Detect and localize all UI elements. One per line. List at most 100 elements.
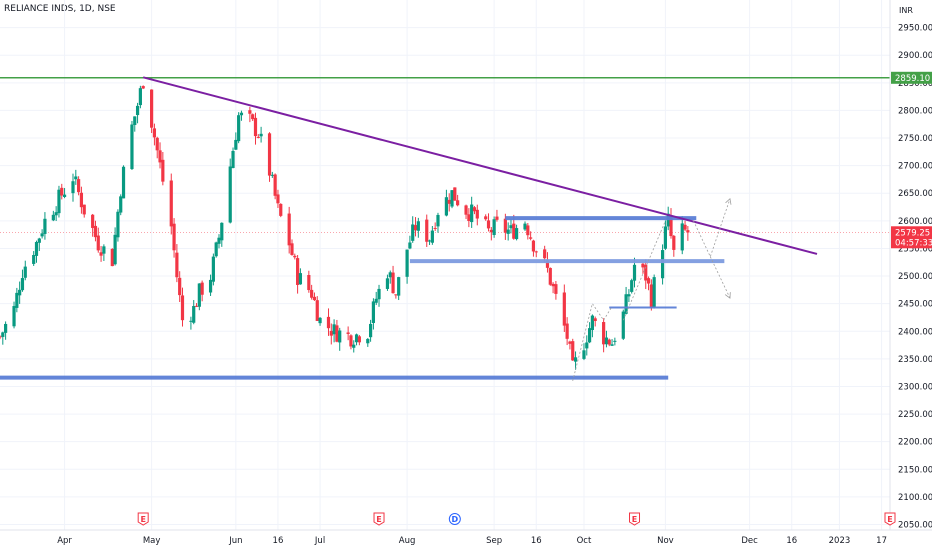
candle-body <box>444 197 449 216</box>
chart-title: RELIANCE INDS, 1D, NSE <box>4 4 116 14</box>
candle-body <box>189 320 193 322</box>
candle-body <box>652 277 656 308</box>
candle-body <box>621 311 625 339</box>
candle-body <box>296 258 300 285</box>
trendline <box>142 76 818 255</box>
candle-body <box>397 277 401 296</box>
candle-body <box>318 317 322 324</box>
candle-body <box>158 150 162 163</box>
projection-path <box>622 220 666 321</box>
candle-body <box>554 284 558 294</box>
candle-body <box>604 337 609 345</box>
candle-body <box>60 187 64 196</box>
candle-body <box>279 203 283 216</box>
candle-body <box>430 230 434 243</box>
time-axis[interactable]: Apr May Jun 16 Jul Aug Sep 16 Oct Nov Dec 16 2023 17 <box>0 529 932 546</box>
candle-body <box>276 194 280 204</box>
candle-body <box>470 204 474 223</box>
candle-body <box>293 255 297 258</box>
candle-body <box>133 116 137 125</box>
time-tick-label: 17 <box>876 536 887 546</box>
candle-body <box>99 252 103 256</box>
candle-body <box>374 298 378 303</box>
price-tick-label: 2700.00 <box>898 162 932 172</box>
candle-body <box>573 357 578 362</box>
candle-body <box>251 114 255 120</box>
grid <box>0 0 890 530</box>
price-tick-label: 2500.00 <box>898 272 932 282</box>
candle-body <box>427 240 432 242</box>
candle-body <box>96 235 100 251</box>
price-tick-label: 2400.00 <box>898 327 932 337</box>
earnings-marker-icon <box>629 512 641 526</box>
candle-body <box>1 332 5 337</box>
candle-body <box>354 334 359 343</box>
candle-body <box>335 325 339 342</box>
candle-body <box>484 216 488 220</box>
time-tick-label: Jul <box>314 536 325 546</box>
candle-body <box>312 296 317 301</box>
drawings-front[interactable] <box>0 76 818 381</box>
candle-body <box>113 234 117 265</box>
candle-body <box>506 229 510 234</box>
candle-body <box>450 190 454 207</box>
candle-body <box>310 289 314 298</box>
price-tick-label: 2250.00 <box>898 410 932 420</box>
candle-body <box>433 227 437 229</box>
candle-body <box>121 166 126 199</box>
level-price-label: 2859.10 <box>895 74 930 84</box>
candle-body <box>234 139 238 150</box>
last-price-label: 2579.25 <box>895 228 930 238</box>
candle-body <box>51 214 55 221</box>
candle-body <box>135 105 140 116</box>
candle-body <box>590 315 594 331</box>
candle-body <box>208 279 213 293</box>
projection-arrowhead <box>725 197 732 205</box>
candle-body <box>130 124 134 170</box>
projection-path <box>572 302 613 381</box>
earnings-marker-icon <box>137 512 149 526</box>
candle-body <box>253 117 258 137</box>
candle-body <box>545 260 550 268</box>
candle-body <box>20 278 25 291</box>
time-tick-label: 16 <box>273 536 284 546</box>
candle-body <box>509 225 513 229</box>
time-tick-label: 2023 <box>829 536 851 546</box>
price-tick-label: 2950.00 <box>898 24 932 34</box>
candle-body <box>34 241 39 256</box>
bar-countdown-label: 04:57:33 <box>895 238 932 248</box>
price-tick-label: 2550.00 <box>898 244 932 254</box>
candle-body <box>141 86 145 89</box>
candle-body <box>624 294 628 314</box>
candle-body <box>71 181 75 194</box>
candle-body <box>666 213 670 227</box>
price-tick-label: 2450.00 <box>898 300 932 310</box>
candle-body <box>57 189 61 214</box>
event-glyph: E <box>376 515 381 524</box>
candle-body <box>37 238 41 243</box>
candle-body <box>93 225 98 238</box>
candle-body <box>503 218 507 233</box>
candle-body <box>4 323 8 333</box>
candle-body <box>43 218 47 234</box>
candle-body <box>447 199 451 204</box>
candle-body <box>543 249 547 259</box>
candle-body <box>152 128 157 138</box>
candle-body <box>169 180 173 227</box>
price-tick-label: 2200.00 <box>898 438 932 448</box>
candle-body <box>680 223 684 251</box>
price-axis[interactable]: 2050.00 2100.00 2150.00 2200.00 2250.00 2300.… <box>889 0 932 530</box>
candle-body <box>237 115 241 142</box>
candle-body <box>582 350 586 359</box>
candle-body <box>377 288 381 300</box>
candle-body <box>371 301 376 323</box>
candle-body <box>562 292 566 326</box>
candle-body <box>526 225 530 236</box>
time-tick-label: Dec <box>741 536 758 546</box>
candle-body <box>587 328 592 343</box>
event-glyph: E <box>887 515 892 524</box>
time-tick-label: Apr <box>57 536 72 546</box>
